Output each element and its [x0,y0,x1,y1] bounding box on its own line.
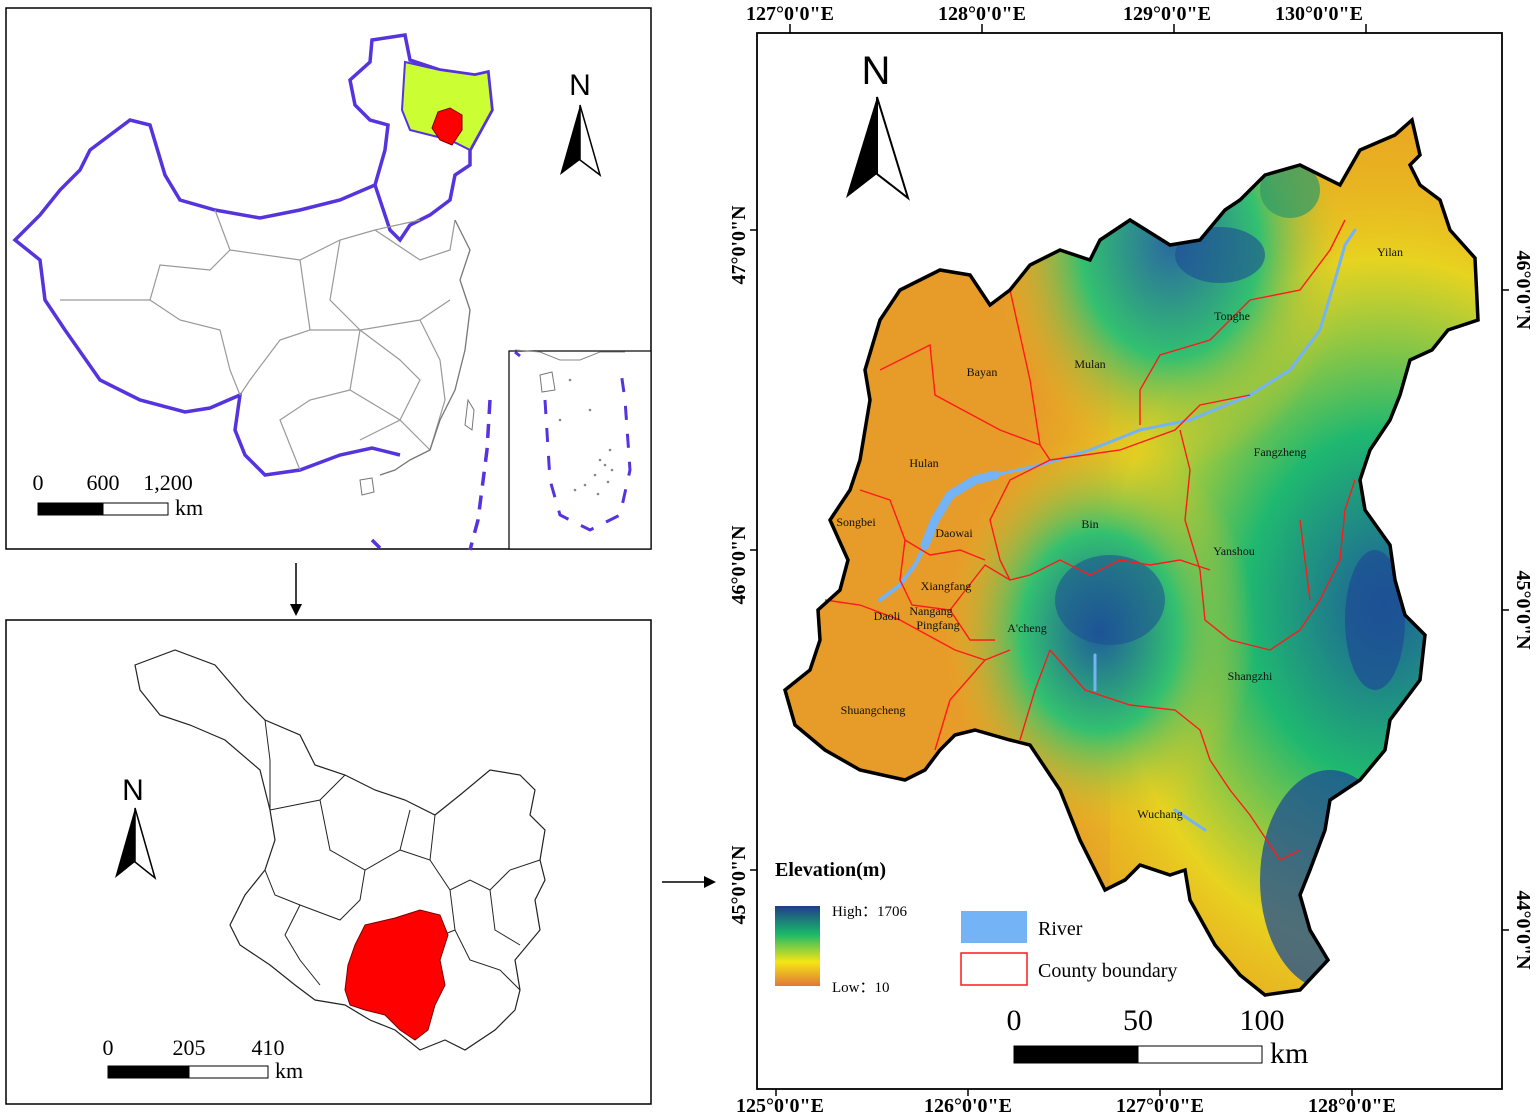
arrow-china-to-province [290,563,302,616]
harbin-scale-tick-2: 100 [1240,1004,1285,1037]
province-scale-tick-1: 205 [173,1035,206,1060]
legend: Elevation(m) High：1706 Low：10 River Coun… [775,859,1177,996]
county-label-fangzheng: Fangzheng [1254,445,1307,459]
harbin-scale-tick-1: 50 [1123,1004,1153,1037]
province-north-label: N [122,774,144,807]
right-lat-label-45: 45°0'0"N [1512,570,1534,650]
inset-boundary-dashes [514,350,632,532]
county-label-acheng: A'cheng [1007,621,1046,635]
arrow-province-to-harbin [662,876,716,888]
legend-county-boundary-label: County boundary [1038,960,1177,982]
county-label-shuangcheng: Shuangcheng [841,703,906,717]
right-latitude-axis: 46°0'0"N 45°0'0"N 44°0'0"N [1502,250,1534,970]
legend-high-label: High：1706 [832,904,908,920]
top-lon-label-127: 127°0'0"E [746,3,834,25]
county-label-wuchang: Wuchang [1137,807,1183,821]
inset-coastline [514,349,625,361]
china-southern-sea-boundary [370,399,492,551]
county-label-nangang: Nangang [909,604,952,618]
county-label-pingfang: Pingfang [916,618,959,632]
china-north-label: N [569,69,591,102]
county-label-shangzhi: Shangzhi [1228,669,1273,683]
bottom-lon-label-125: 125°0'0"E [736,1095,824,1115]
left-lat-label-45: 45°0'0"N [728,845,750,925]
county-label-bayan: Bayan [967,365,998,379]
county-label-songbei: Songbei [836,515,876,529]
province-north-arrow: N [115,774,157,881]
top-lon-label-129: 129°0'0"E [1123,3,1211,25]
harbin-north-label: N [862,49,891,93]
inset-hainan [539,371,556,393]
province-scale-bar: 0 205 410 km [103,1035,304,1083]
left-latitude-axis: 47°0'0"N 46°0'0"N 45°0'0"N [728,205,757,925]
legend-river-swatch [961,911,1027,943]
china-scale-tick-2: 1,200 [143,470,193,495]
legend-elevation-ramp [775,906,820,986]
china-scale-bar: 0 600 1,200 km [33,470,204,520]
harbin-elevation-panel: Yilan Tonghe Mulan Bayan Fangzheng Hulan… [728,3,1534,1115]
top-longitude-axis: 127°0'0"E 128°0'0"E 129°0'0"E 130°0'0"E [746,3,1367,33]
county-label-tonghe: Tonghe [1214,309,1250,323]
bottom-lon-label-126: 126°0'0"E [924,1095,1012,1115]
province-scale-unit: km [275,1058,303,1083]
county-label-mulan: Mulan [1074,357,1105,371]
right-lat-label-46: 46°0'0"N [1512,250,1534,330]
legend-elevation-title: Elevation(m) [775,859,886,881]
top-lon-label-130: 130°0'0"E [1275,3,1363,25]
china-north-arrow: N [560,69,602,177]
bottom-longitude-axis: 125°0'0"E 126°0'0"E 127°0'0"E 128°0'0"E [736,1089,1396,1115]
harbin-north-arrow: N [846,49,910,201]
legend-low-label: Low：10 [832,980,890,996]
county-boundaries [824,219,1356,861]
county-label-xiangfang: Xiangfang [921,579,972,593]
province-scale-tick-2: 410 [252,1035,285,1060]
left-lat-label-47: 47°0'0"N [728,205,750,285]
heilongjiang-province [400,60,494,152]
china-coastline [379,219,471,476]
county-label-bin: Bin [1081,517,1098,531]
taiwan-island [464,398,475,431]
legend-county-boundary-swatch [960,952,1028,986]
china-scale-unit: km [175,495,203,520]
harbin-scale-unit: km [1270,1037,1308,1070]
harbin-scale-tick-0: 0 [1007,1004,1022,1037]
top-lon-label-128: 128°0'0"E [938,3,1026,25]
left-lat-label-46: 46°0'0"N [728,525,750,605]
county-label-hulan: Hulan [909,456,938,470]
bottom-lon-label-127: 127°0'0"E [1116,1095,1204,1115]
province-scale-tick-0: 0 [103,1035,114,1060]
china-scale-tick-1: 600 [87,470,120,495]
county-label-yilan: Yilan [1377,245,1403,259]
heilongjiang-prefecture-lines [264,719,541,991]
china-province-lines [60,209,456,471]
harbin-region [344,909,449,1041]
legend-river-label: River [1038,918,1083,940]
china-locator-panel: N 0 600 1,200 km [5,7,652,551]
county-label-yanshou: Yanshou [1213,544,1254,558]
county-label-daowai: Daowai [935,526,973,540]
south-china-sea-inset [508,350,652,550]
china-scale-tick-0: 0 [33,470,44,495]
harbin-locator [431,107,463,146]
county-label-daoli: Daoli [874,609,901,623]
heilongjiang-locator-panel: N 0 205 410 km [5,619,652,1105]
harbin-scale-bar: 0 50 100 km [1007,1004,1309,1070]
inset-islands [558,378,614,496]
bottom-lon-label-128: 128°0'0"E [1308,1095,1396,1115]
hainan-island [359,477,375,496]
right-lat-label-44: 44°0'0"N [1512,890,1534,970]
harbin-outline [782,116,1480,997]
